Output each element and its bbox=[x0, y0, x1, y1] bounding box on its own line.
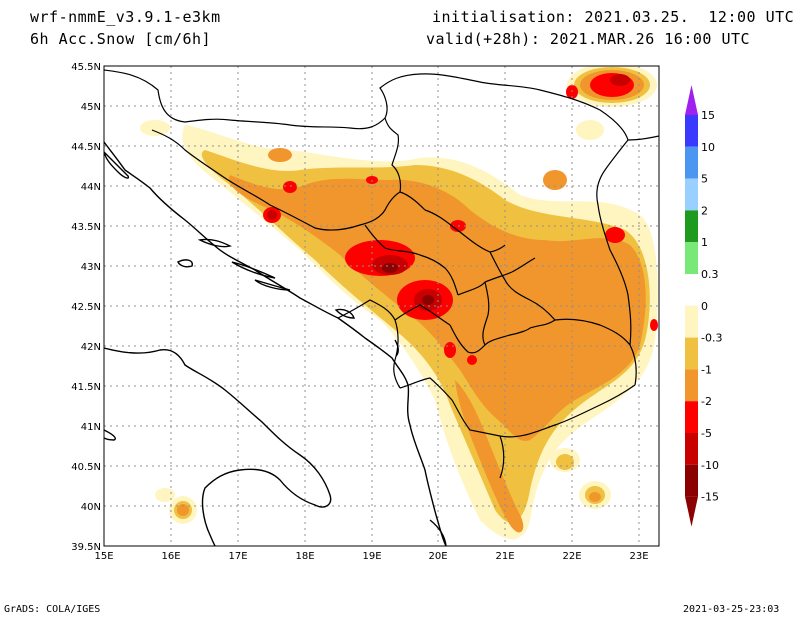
lat-tick: 40N bbox=[81, 502, 101, 513]
legend-swatch bbox=[685, 305, 698, 338]
legend-top-arrow bbox=[685, 85, 698, 115]
legend-label: -2 bbox=[701, 395, 712, 408]
lat-tick: 42N bbox=[81, 342, 101, 353]
model-title: wrf-nmmE_v3.9.1-e3km bbox=[30, 8, 221, 26]
legend-label: 10 bbox=[701, 141, 715, 154]
legend-label: 15 bbox=[701, 109, 715, 122]
legend-swatch bbox=[685, 210, 698, 243]
legend-swatch bbox=[685, 242, 698, 274]
lat-tick: 45N bbox=[81, 102, 101, 113]
lat-tick: 44N bbox=[81, 182, 101, 193]
legend-label: 1 bbox=[701, 236, 708, 249]
lon-tick: 19E bbox=[362, 551, 381, 562]
legend-label: 2 bbox=[701, 204, 708, 217]
legend-swatch bbox=[685, 369, 698, 402]
legend-swatch bbox=[685, 401, 698, 433]
legend-label: -0.3 bbox=[701, 332, 722, 345]
lon-tick: 16E bbox=[161, 551, 180, 562]
legend-swatch bbox=[685, 433, 698, 465]
legend-swatch bbox=[685, 115, 698, 147]
legend-swatch bbox=[685, 337, 698, 370]
lat-tick: 41.5N bbox=[71, 382, 101, 393]
lat-tick: 43.5N bbox=[71, 222, 101, 233]
lat-tick: 39.5N bbox=[71, 542, 101, 553]
legend-label: 0.3 bbox=[701, 268, 719, 281]
lon-tick: 21E bbox=[495, 551, 514, 562]
legend-swatch bbox=[685, 178, 698, 211]
init-time: initialisation: 2021.03.25. 12:00 UTC bbox=[432, 8, 795, 26]
legend-label: 5 bbox=[701, 173, 708, 186]
legend-swatch bbox=[685, 464, 698, 497]
lon-tick: 15E bbox=[94, 551, 113, 562]
legend-label: -15 bbox=[701, 491, 719, 504]
lon-tick: 20E bbox=[428, 551, 447, 562]
lat-tick: 42.5N bbox=[71, 302, 101, 313]
national-borders bbox=[104, 69, 659, 479]
lon-tick: 22E bbox=[562, 551, 581, 562]
legend-swatch bbox=[685, 274, 698, 306]
legend-bottom-arrow bbox=[685, 496, 698, 527]
lat-tick: 41N bbox=[81, 422, 101, 433]
field-title: 6h Acc.Snow [cm/6h] bbox=[30, 30, 212, 48]
lat-tick-labels: 45.5N 45N 44.5N 44N 43.5N 43N 42.5N 42N … bbox=[71, 62, 101, 553]
legend-label: 0 bbox=[701, 300, 708, 313]
lon-tick: 17E bbox=[228, 551, 247, 562]
legend-label: -1 bbox=[701, 363, 712, 376]
map-frame bbox=[103, 65, 660, 547]
legend-label: -10 bbox=[701, 459, 719, 472]
lat-tick: 44.5N bbox=[71, 142, 101, 153]
lon-tick-labels: 15E 16E 17E 18E 19E 20E 21E 22E 23E bbox=[94, 551, 648, 562]
timestamp-text: 2021-03-25-23:03 bbox=[683, 604, 780, 615]
lat-tick: 45.5N bbox=[71, 62, 101, 73]
color-legend: 15 10 5 2 1 0.3 0 -0.3 -1 -2 -5 -10 -15 bbox=[685, 85, 722, 527]
credit-text: GrADS: COLA/IGES bbox=[4, 604, 101, 615]
lat-tick: 43N bbox=[81, 262, 101, 273]
lon-tick: 23E bbox=[629, 551, 648, 562]
lon-tick: 18E bbox=[295, 551, 314, 562]
snowfall-shading bbox=[140, 66, 658, 540]
lat-tick: 40.5N bbox=[71, 462, 101, 473]
grid-lines bbox=[104, 66, 659, 546]
valid-time: valid(+28h): 2021.MAR.26 16:00 UTC bbox=[426, 30, 751, 48]
legend-swatch bbox=[685, 146, 698, 179]
legend-label: -5 bbox=[701, 427, 712, 440]
